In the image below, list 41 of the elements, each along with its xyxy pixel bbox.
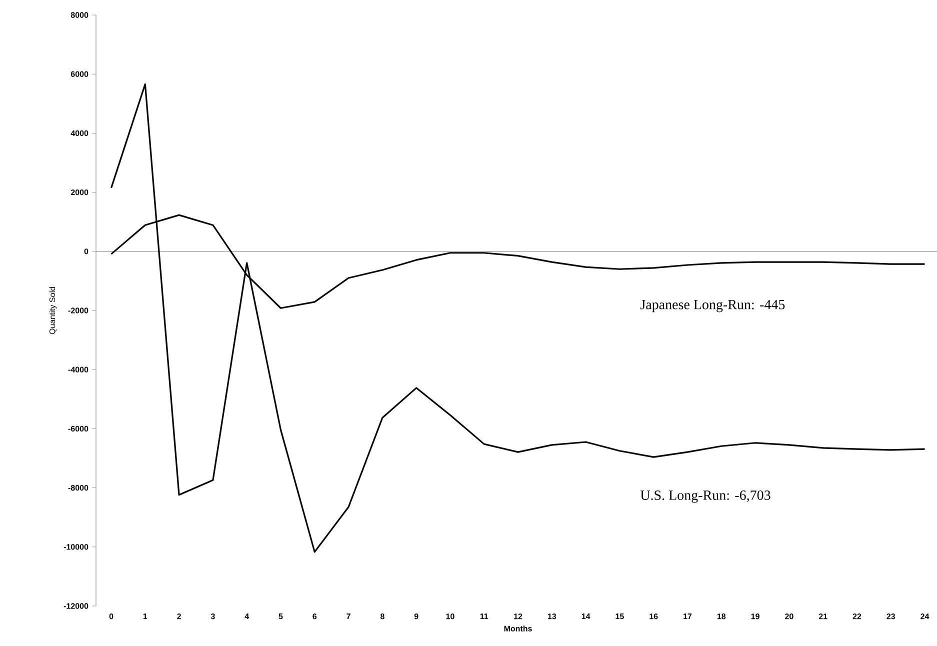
x-tick-label: 24 bbox=[920, 614, 930, 620]
x-tick-label: 8 bbox=[380, 614, 384, 620]
x-tick-label: 10 bbox=[446, 614, 454, 620]
y-tick-label: -12000 bbox=[64, 603, 88, 609]
x-tick-label: 19 bbox=[751, 614, 760, 620]
x-tick-label: 2 bbox=[177, 614, 181, 620]
y-tick-label: 6000 bbox=[70, 71, 88, 77]
x-tick-label: 0 bbox=[109, 614, 114, 620]
y-tick-label: 0 bbox=[84, 248, 88, 254]
x-tick-label: 5 bbox=[278, 614, 283, 620]
x-tick-label: 11 bbox=[480, 614, 488, 620]
x-tick-label: 3 bbox=[210, 614, 215, 620]
x-tick-label: 18 bbox=[717, 614, 726, 620]
x-tick-label: 7 bbox=[346, 614, 350, 620]
y-tick-label: 4000 bbox=[70, 130, 88, 136]
y-tick-label: -4000 bbox=[68, 366, 88, 372]
x-tick-label: 22 bbox=[852, 614, 862, 620]
x-tick-label: 12 bbox=[514, 614, 522, 620]
x-tick-label: 21 bbox=[818, 614, 828, 620]
y-tick-label: 2000 bbox=[70, 189, 88, 196]
y-tick-label: -10000 bbox=[64, 544, 88, 550]
x-tick-label: 20 bbox=[785, 614, 794, 620]
x-tick-label: 15 bbox=[616, 614, 624, 620]
y-axis-title: Quantity Sold bbox=[49, 287, 57, 334]
x-tick-label: 14 bbox=[582, 614, 590, 620]
x-tick-label: 17 bbox=[684, 614, 692, 620]
x-tick-label: 4 bbox=[244, 614, 250, 620]
x-tick-label: 6 bbox=[312, 614, 317, 620]
x-tick-label: 23 bbox=[886, 614, 896, 620]
x-tick-label: 1 bbox=[143, 614, 148, 620]
x-tick-label: 9 bbox=[414, 614, 418, 620]
y-tick-label: 8000 bbox=[70, 12, 88, 18]
annotation: U.S. Long-Run: -6,703 bbox=[640, 490, 770, 503]
y-tick-label: -6000 bbox=[68, 426, 88, 432]
line-series bbox=[110, 83, 926, 553]
x-axis-title: Months bbox=[504, 626, 532, 632]
x-tick-label: 13 bbox=[548, 614, 556, 620]
annotation: Japanese Long-Run: -445 bbox=[640, 300, 785, 312]
y-tick-label: -8000 bbox=[68, 484, 88, 491]
y-tick-label: -2000 bbox=[68, 308, 88, 314]
x-tick-label: 16 bbox=[650, 614, 658, 620]
